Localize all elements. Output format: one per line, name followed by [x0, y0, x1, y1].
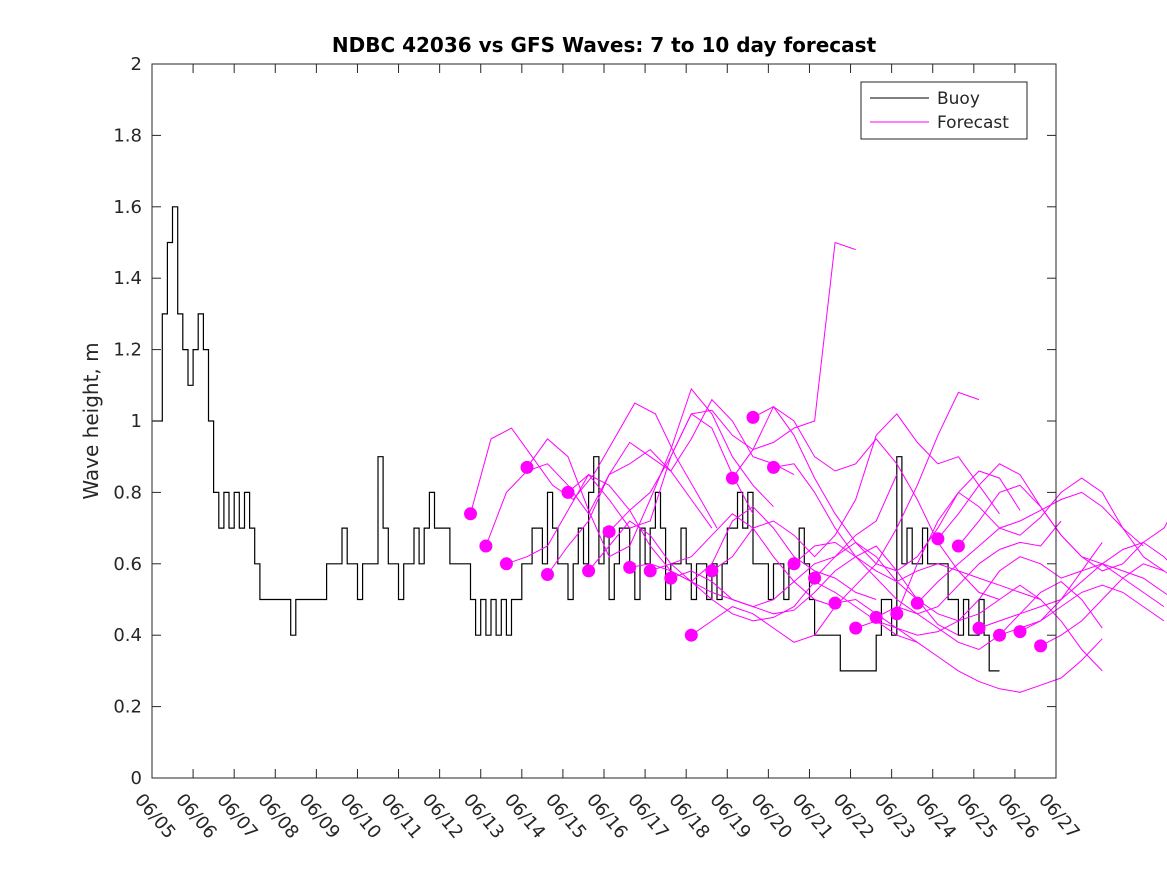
y-tick-label: 0.2 — [113, 697, 142, 718]
forecast-point-15 — [767, 460, 780, 474]
series-layer — [152, 206, 1167, 693]
legend-buoy-label: Buoy — [937, 89, 980, 109]
forecast-point-28 — [1034, 639, 1048, 653]
forecast-point-9 — [643, 564, 657, 578]
y-tick-label: 0.6 — [113, 554, 142, 575]
legend-box — [860, 81, 1028, 140]
legend: Buoy Forecast — [860, 81, 1028, 140]
forecast-line-14 — [752, 406, 1021, 572]
forecast-point-23 — [931, 532, 945, 546]
y-tick-label: 0.4 — [113, 625, 142, 646]
buoy-series-line — [152, 206, 1000, 672]
forecast-point-1 — [479, 539, 493, 553]
forecast-point-0 — [464, 507, 477, 521]
forecast-line-24 — [958, 484, 1167, 572]
forecast-point-17 — [808, 571, 822, 585]
forecast-point-18 — [828, 596, 842, 610]
forecast-line-21 — [896, 477, 1144, 614]
y-tick-label: 0.8 — [113, 482, 142, 503]
forecast-point-4 — [541, 568, 554, 581]
forecast-line-7 — [608, 506, 877, 600]
y-tick-label: 1 — [131, 411, 142, 432]
forecast-point-14 — [746, 410, 760, 424]
forecast-point-20 — [869, 610, 883, 624]
forecast-line-19 — [855, 620, 1103, 693]
chart-title: NDBC 42036 vs GFS Waves: 7 to 10 day for… — [332, 33, 877, 57]
forecast-point-7 — [602, 525, 616, 539]
forecast-line-20 — [875, 580, 1103, 651]
forecast-line-15 — [773, 463, 1041, 600]
forecast-point-25 — [972, 621, 986, 635]
forecast-point-2 — [499, 557, 513, 571]
y-tick-label: 2 — [131, 54, 142, 75]
y-tick-label: 1.2 — [113, 340, 142, 361]
forecast-point-22 — [910, 596, 924, 610]
forecast-point-11 — [684, 628, 698, 642]
forecast-line-28 — [1040, 563, 1167, 647]
forecast-point-13 — [725, 471, 739, 485]
forecast-line-16 — [793, 520, 1062, 615]
forecast-line-0 — [470, 402, 718, 529]
forecast-point-21 — [890, 607, 904, 621]
y-tick-label: 0 — [131, 768, 142, 789]
legend-forecast-label: Forecast — [937, 113, 1009, 133]
forecast-line-22 — [916, 491, 1165, 604]
forecast-point-6 — [582, 564, 596, 578]
forecast-point-27 — [1013, 625, 1027, 639]
forecast-point-10 — [664, 571, 678, 585]
forecast-line-3 — [526, 387, 774, 558]
forecast-line-27 — [1019, 563, 1167, 633]
forecast-point-3 — [520, 460, 534, 474]
forecast-point-19 — [849, 621, 863, 635]
forecast-line-1 — [485, 448, 713, 547]
forecast-line-12 — [711, 413, 1000, 572]
forecast-point-24 — [951, 539, 965, 553]
y-axis-label: Wave height, m — [79, 342, 103, 499]
forecast-point-16 — [787, 557, 801, 571]
forecast-line-25 — [978, 541, 1167, 629]
forecast-line-4 — [547, 398, 795, 575]
y-tick-label: 1.8 — [113, 125, 142, 146]
forecast-point-12 — [705, 564, 719, 578]
forecast-line-10 — [670, 545, 959, 636]
forecast-line-5 — [567, 241, 856, 529]
forecast-line-26 — [999, 584, 1165, 636]
plot-area — [152, 64, 1056, 778]
forecast-point-5 — [561, 485, 575, 499]
y-tick-label: 1.4 — [113, 268, 142, 289]
y-tick-label: 1.6 — [113, 197, 142, 218]
forecast-point-8 — [623, 560, 637, 574]
forecast-point-26 — [993, 628, 1006, 642]
